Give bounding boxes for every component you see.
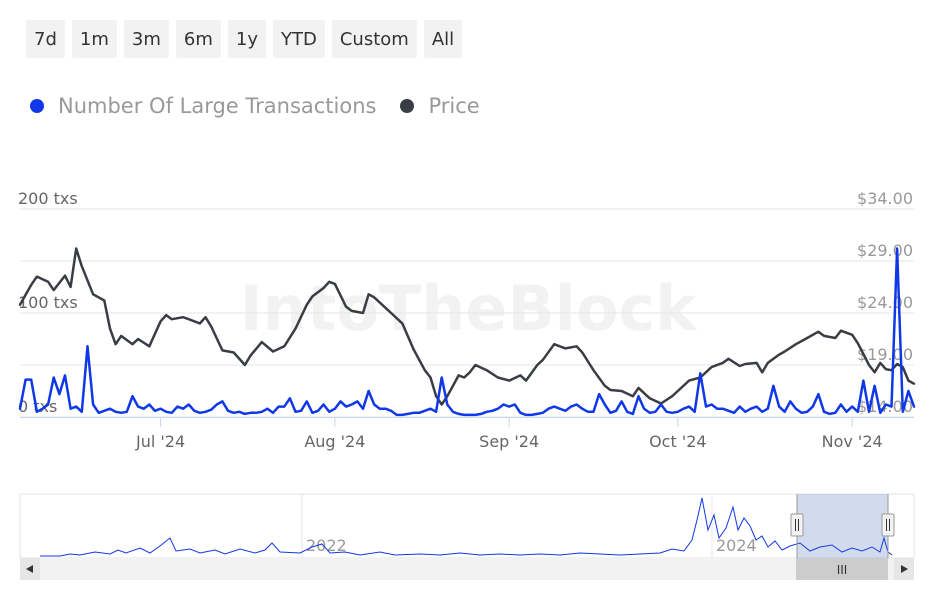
x-axis: Jul '24 Aug '24 Sep '24 Oct '24 Nov '24 [20,417,914,451]
range-selector: 7d 1m 3m 6m 1y YTD Custom All [26,20,463,58]
range-button-ytd[interactable]: YTD [273,20,325,58]
scrollbar[interactable]: III [20,558,914,580]
range-button-1m[interactable]: 1m [71,20,117,58]
series-line-price [18,247,916,406]
navigator-label-2024: 2024 [716,536,757,555]
series-line-number-of-large-transactions [18,247,916,417]
y-right-tick-label: $24.00 [857,293,913,312]
navigator-selection[interactable] [797,494,888,558]
range-button-1y[interactable]: 1y [227,20,266,58]
range-button-custom[interactable]: Custom [331,20,417,58]
navigator-series [40,497,893,557]
range-button-7d[interactable]: 7d [26,20,65,58]
scroll-left-arrow-icon [26,565,33,573]
x-tick-label: Aug '24 [304,432,365,451]
scrollbar-grip: III [837,563,848,577]
series [18,247,916,417]
navigator[interactable]: 2022 2024 III [19,493,915,580]
y-right-tick-label: $29.00 [857,241,913,260]
legend-item-large-transactions[interactable]: Number Of Large Transactions [30,94,376,118]
navigator-handle-left[interactable] [790,513,804,537]
watermark-text: IntoTheBlock [239,272,698,345]
x-tick-label: Nov '24 [822,432,883,451]
range-button-3m[interactable]: 3m [123,20,169,58]
navigator-frame [19,493,915,559]
legend-dot-large-transactions [30,99,44,113]
y-axis-left: 0 txs 100 txs 200 txs [18,189,78,416]
legend-dot-price [400,99,415,113]
legend-label-large-transactions: Number Of Large Transactions [58,94,377,118]
x-tick-label: Oct '24 [649,432,707,451]
y-axis-right: $14.00$19.00$24.00$29.00$34.00 [857,189,913,416]
range-button-all[interactable]: All [423,20,463,58]
legend-item-price[interactable]: Price [400,94,480,118]
scroll-right-arrow-icon [901,565,908,573]
scrollbar-thumb[interactable] [796,558,888,580]
scrollbar-track[interactable] [20,558,914,580]
y-left-tick-label: 200 txs [18,189,78,208]
legend-label-price: Price [428,94,480,118]
navigator-label-2022: 2022 [306,536,347,555]
x-tick-label: Jul '24 [135,432,185,451]
range-button-6m[interactable]: 6m [175,20,221,58]
legend: Number Of Large Transactions Price [30,94,480,118]
y-left-tick-label: 100 txs [18,293,78,312]
navigator-handle-right[interactable] [881,513,895,537]
x-tick-label: Sep '24 [479,432,539,451]
y-right-tick-label: $34.00 [857,189,913,208]
y-right-tick-label: $19.00 [857,345,913,364]
watermark: IntoTheBlock [239,272,698,345]
grid [20,208,914,418]
y-left-tick-label: 0 txs [18,397,57,416]
